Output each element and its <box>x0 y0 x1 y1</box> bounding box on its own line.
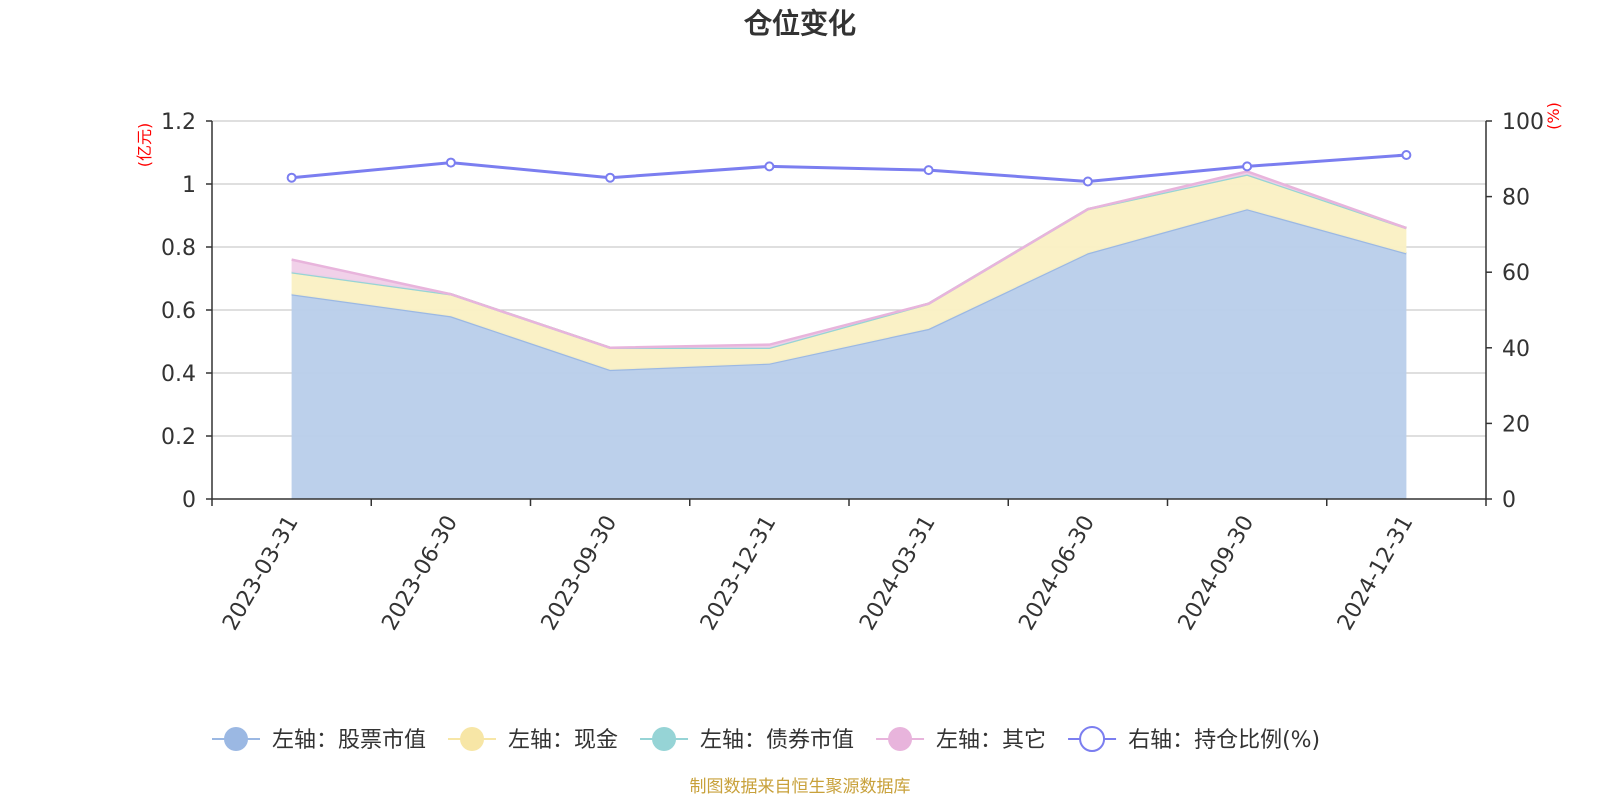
chart-title: 仓位变化 <box>744 7 856 40</box>
left-axis-tick-label: 1.2 <box>161 110 196 135</box>
position-ratio-point <box>445 157 456 168</box>
area-fill <box>291 209 1407 499</box>
legend-item: 左轴：其它 <box>876 727 1046 753</box>
right-axis-tick-label: 0 <box>1502 488 1516 513</box>
position-ratio-point <box>923 165 934 176</box>
series-左轴：其它 <box>291 170 1407 350</box>
legend-marker <box>652 727 677 751</box>
left-axis-tick-label: 1 <box>182 173 196 198</box>
right-axis-unit: (%) <box>1544 102 1563 130</box>
legend-marker <box>224 727 248 751</box>
x-axis-tick-label: 2024-03-31 <box>855 512 941 635</box>
legend-marker <box>1079 726 1106 752</box>
x-axis-tick-label: 2023-06-30 <box>377 512 463 635</box>
left-axis-tick-label: 0 <box>182 488 196 513</box>
area-fill <box>291 174 1407 370</box>
left-axis-tick-label: 0.8 <box>161 236 196 261</box>
x-axis-tick-label: 2023-12-31 <box>696 512 782 635</box>
position-ratio-point <box>1242 161 1253 172</box>
left-axis-unit: (亿元) <box>135 123 154 168</box>
legend-item: 左轴：股票市值 <box>212 727 426 753</box>
x-axis-tick-label: 2024-12-31 <box>1333 512 1419 635</box>
position-ratio-point <box>1082 176 1093 187</box>
right-axis-tick-label: 80 <box>1502 186 1530 211</box>
right-axis-tick-label: 20 <box>1502 412 1530 437</box>
legend-label: 左轴：其它 <box>936 728 1046 753</box>
legend-label: 左轴：股票市值 <box>272 728 426 753</box>
x-axis-tick-label: 2024-06-30 <box>1014 512 1100 635</box>
legend-item: 左轴：现金 <box>448 727 618 753</box>
legend-label: 左轴：债券市值 <box>700 728 854 753</box>
legend-item: 左轴：债券市值 <box>640 727 854 753</box>
left-axis-tick-label: 0.2 <box>161 425 196 450</box>
x-axis-tick-label: 2024-09-30 <box>1174 512 1260 635</box>
legend-label: 左轴：现金 <box>508 728 618 753</box>
series-左轴：股票市值 <box>291 207 1407 499</box>
left-axis-tick-label: 0.6 <box>161 299 196 324</box>
x-axis-tick-label: 2023-03-31 <box>218 512 304 635</box>
right-axis-tick-label: 100 <box>1502 110 1544 135</box>
area-top-line <box>291 170 1407 350</box>
right-axis-tick-label: 40 <box>1502 337 1530 362</box>
legend-item: 右轴：持仓比例(%) <box>1068 726 1320 753</box>
legend-marker <box>460 727 485 751</box>
legend-marker <box>888 727 913 751</box>
line-series-layer <box>286 150 1412 187</box>
area-series-layer <box>291 170 1407 499</box>
series-右轴：持仓比例(%) <box>286 150 1412 187</box>
right-axis-tick-label: 60 <box>1502 261 1530 286</box>
position-ratio-point <box>764 161 775 172</box>
x-axis-tick-label: 2023-09-30 <box>537 512 623 635</box>
position-ratio-point <box>1401 150 1412 161</box>
legend: 左轴：股票市值 左轴：现金 左轴：债券市值 左轴：其它 右轴：持仓比例(%) <box>212 726 1320 753</box>
left-axis-tick-label: 0.4 <box>161 362 196 387</box>
legend-label: 右轴：持仓比例(%) <box>1128 728 1320 753</box>
position-ratio-point <box>286 172 297 183</box>
position-ratio-line <box>291 153 1407 183</box>
data-source-note: 制图数据来自恒生聚源数据库 <box>690 777 911 797</box>
position-ratio-point <box>605 172 616 183</box>
